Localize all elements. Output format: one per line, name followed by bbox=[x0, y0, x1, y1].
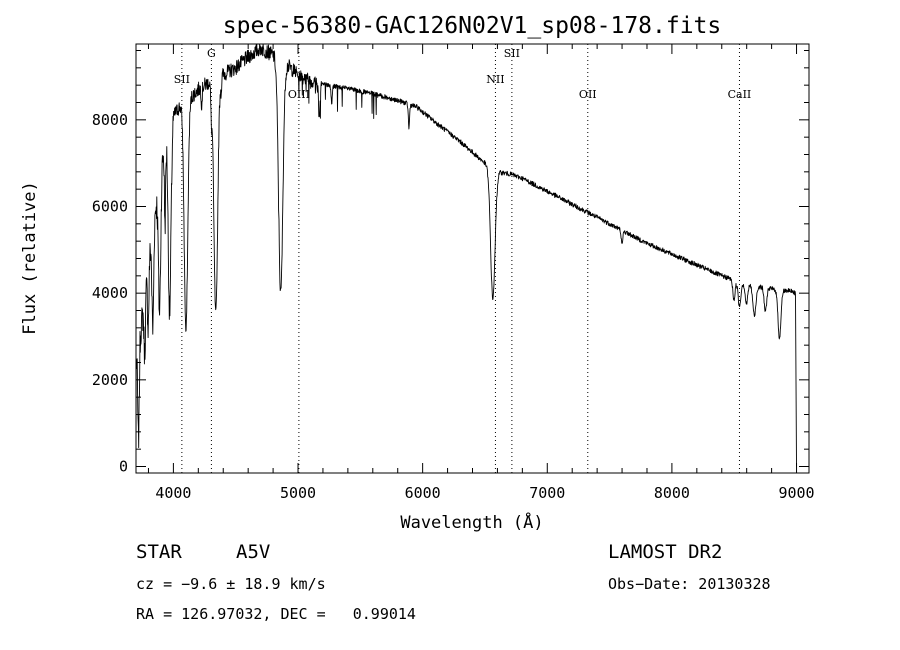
obs-date: Obs−Date: 20130328 bbox=[608, 575, 771, 593]
cz-value: cz = −9.6 ± 18.9 km/s bbox=[136, 575, 326, 593]
spectrum-line bbox=[135, 43, 797, 467]
x-tick-label: 9000 bbox=[778, 484, 814, 502]
plot-frame bbox=[135, 43, 810, 474]
y-tick-label: 0 bbox=[119, 458, 128, 476]
x-tick-label: 7000 bbox=[529, 484, 565, 502]
object-class: STAR bbox=[136, 541, 182, 563]
coordinates: RA = 126.97032, DEC = 0.99014 bbox=[136, 605, 416, 623]
x-tick-label: 4000 bbox=[155, 484, 191, 502]
subclass: A5V bbox=[236, 541, 270, 563]
line-marker-label: CaII bbox=[728, 88, 752, 101]
axis-ticks: 4000 5000 6000 7000 8000 9000 0 2000 4000 6000 800… bbox=[92, 44, 815, 502]
y-tick-label: 6000 bbox=[92, 198, 128, 216]
y-tick-label: 8000 bbox=[92, 111, 128, 129]
x-axis-label: Wavelength (Å) bbox=[400, 511, 543, 533]
line-marker-label: G bbox=[207, 47, 216, 60]
line-marker-label: SII bbox=[504, 47, 520, 60]
line-marker-label: SII bbox=[174, 73, 190, 86]
x-tick-label: 6000 bbox=[405, 484, 441, 502]
x-tick-label: 5000 bbox=[280, 484, 316, 502]
line-marker-label: NII bbox=[486, 73, 504, 86]
survey-name: LAMOST DR2 bbox=[608, 541, 722, 563]
y-tick-label: 2000 bbox=[92, 371, 128, 389]
y-tick-label: 4000 bbox=[92, 284, 128, 302]
y-axis-label: Flux (relative) bbox=[20, 181, 40, 335]
chart-title: spec-56380-GAC126N02V1_sp08-178.fits bbox=[223, 13, 722, 39]
x-tick-label: 8000 bbox=[654, 484, 690, 502]
line-marker-label: OII bbox=[579, 88, 597, 101]
